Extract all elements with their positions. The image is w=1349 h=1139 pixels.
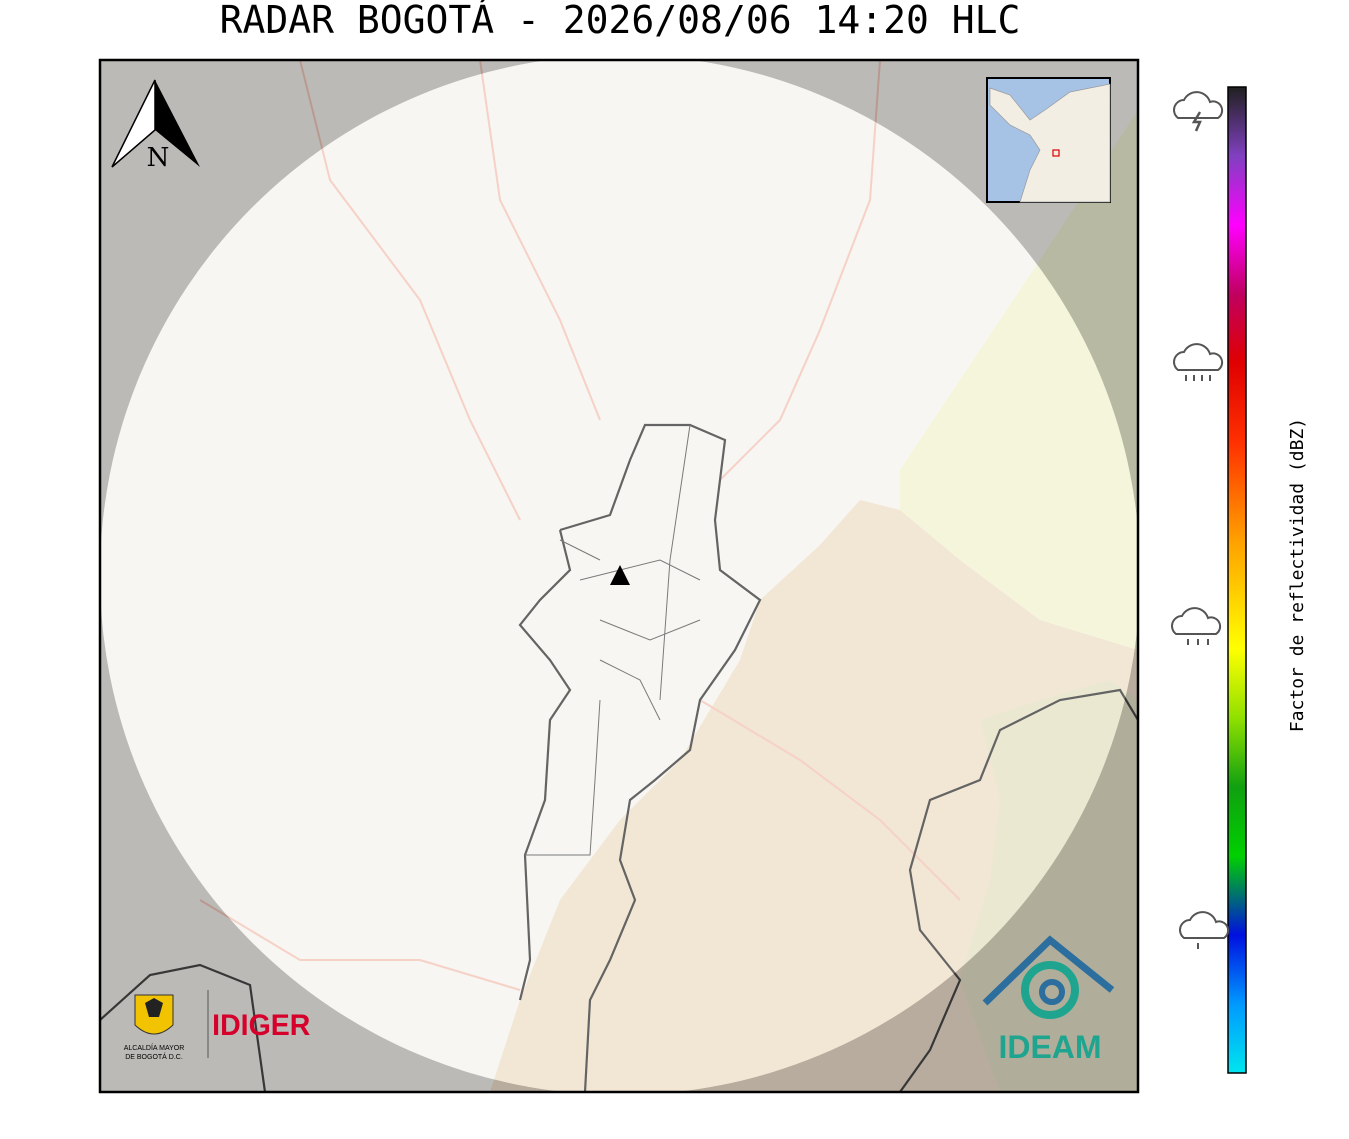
colorbar <box>1227 86 1247 1074</box>
region-boyaca <box>900 110 1138 650</box>
title: RADAR BOGOTÁ - 2026/08/06 14:20 HLC <box>220 0 1021 42</box>
alcaldia-text: DE BOGOTÁ D.C. <box>125 1052 183 1061</box>
map: N ALCALDÍA MAYOR DE BOGOTÁ D.C. IDIGER I… <box>100 60 1138 1092</box>
north-label: N <box>147 143 170 173</box>
rain-icons <box>1171 91 1230 949</box>
idiger-logo: IDIGER <box>212 1009 310 1042</box>
north-arrow: N <box>111 79 200 173</box>
logos: ALCALDÍA MAYOR DE BOGOTÁ D.C. IDIGER IDE… <box>124 935 1115 1065</box>
ideam-logo: IDEAM <box>998 1029 1101 1065</box>
alcaldia-text: ALCALDÍA MAYOR <box>124 1043 185 1052</box>
inset-map <box>986 77 1111 203</box>
boundary-east <box>899 688 1138 1092</box>
localities <box>525 424 701 856</box>
colorbar-label: Factor de reflectividad (dBZ) <box>1287 418 1308 732</box>
boundary <box>100 423 762 1092</box>
park-area <box>960 680 1138 1092</box>
roads <box>199 60 961 991</box>
radar-site <box>610 565 630 585</box>
map-frame <box>98 58 1140 1094</box>
